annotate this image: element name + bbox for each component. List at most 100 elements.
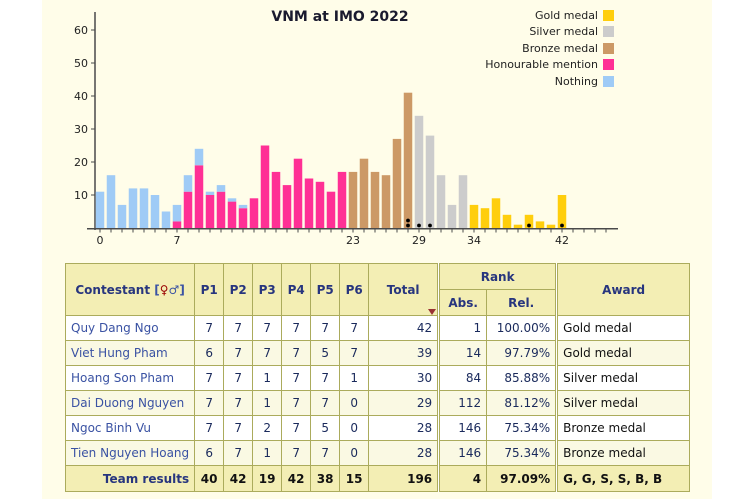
score-p2-cell: 7	[223, 415, 254, 441]
bar-score-5-nothing	[150, 195, 160, 228]
bar-score-10-hm	[205, 195, 215, 228]
award-cell: Silver medal	[555, 365, 691, 391]
bar-score-8-hm	[183, 191, 193, 228]
score-p4-cell: 7	[281, 340, 312, 366]
column-header-contestant[interactable]: Contestant [♀♂]	[64, 263, 196, 316]
legend-label: Bronze medal	[522, 41, 598, 55]
legend-label: Nothing	[554, 74, 598, 88]
gender-filter-close-bracket: ]	[179, 282, 185, 297]
contestant-row: Viet Hung Pham 6 7 7 7 5 7 39 14 97.79% Gold medal	[64, 340, 691, 366]
bar-score-25-bronze	[370, 171, 380, 228]
score-p6-cell: 0	[339, 415, 370, 441]
score-p6-cell: 7	[339, 315, 370, 341]
contestant-link[interactable]: Viet Hung Pham	[71, 346, 168, 360]
column-header-p2[interactable]: P2	[223, 263, 254, 316]
bar-score-26-bronze	[381, 175, 391, 228]
column-header-p4[interactable]: P4	[281, 263, 312, 316]
legend-label: Gold medal	[534, 8, 598, 22]
axis-tick-label: 10	[74, 189, 88, 202]
rank-rel-cell: 75.34%	[486, 440, 558, 466]
axis-tick-label: 40	[74, 90, 88, 103]
column-header-total[interactable]: Total	[368, 263, 440, 316]
score-distribution-chart: 10 20 30 40 50 60 0 7 23 29 34 42 VNM at IMO 2022 G…	[42, 0, 712, 256]
bar-score-15-hm	[260, 145, 270, 228]
axis-tick-label: 29	[412, 234, 426, 247]
bar-score-18-hm	[293, 158, 303, 228]
total-cell: 29	[368, 390, 440, 416]
column-header-rank-rel[interactable]: Rel.	[486, 289, 558, 316]
score-p1-cell: 6	[194, 440, 225, 466]
rank-abs-cell: 146	[437, 415, 488, 441]
axis-tick-label: 30	[74, 123, 88, 136]
bronze-swatch-icon	[603, 42, 614, 54]
bar-score-3-nothing	[128, 188, 138, 228]
contestant-row: Ngoc Binh Vu 7 7 2 7 5 0 28 146 75.34% Bronze meda…	[64, 415, 691, 441]
rank-rel-cell: 100.00%	[486, 315, 558, 341]
score-p1-cell: 7	[194, 390, 225, 416]
score-p3-cell: 1	[252, 390, 283, 416]
silver-swatch-icon	[603, 26, 614, 38]
score-p5-cell: 5	[310, 415, 341, 441]
contestant-name-cell: Dai Duong Nguyen	[64, 390, 196, 416]
bar-score-9-nothing	[194, 148, 204, 166]
chart-legend: Gold medal Silver medal Bronze medal Honour…	[485, 7, 614, 90]
column-header-p1[interactable]: P1	[194, 263, 225, 316]
legend-item-nothing: Nothing	[555, 73, 614, 90]
score-p5-cell: 7	[310, 315, 341, 341]
contestant-link[interactable]: Ngoc Binh Vu	[71, 421, 151, 435]
column-header-p6[interactable]: P6	[339, 263, 370, 316]
contestant-score-dot	[527, 223, 531, 228]
contestant-name-cell: Ngoc Binh Vu	[64, 415, 196, 441]
score-p6-cell: 0	[339, 390, 370, 416]
bar-score-7-nothing	[172, 204, 182, 222]
rank-rel-cell: 81.12%	[486, 390, 558, 416]
bar-score-40-gold	[535, 221, 545, 228]
chart-canvas: 10 20 30 40 50 60 0 7 23 29 34 42	[74, 12, 618, 247]
score-p4-cell: 7	[281, 365, 312, 391]
contestant-row: Dai Duong Nguyen 7 7 1 7 7 0 29 112 81.12% Silver …	[64, 390, 691, 416]
column-header-award[interactable]: Award	[555, 263, 691, 316]
bar-score-30-silver	[425, 135, 435, 228]
bar-score-24-bronze	[359, 158, 369, 228]
chart-title: VNM at IMO 2022	[271, 9, 409, 25]
column-group-rank: Rank	[437, 263, 558, 290]
nothing-swatch-icon	[603, 75, 614, 87]
total-cell: 30	[368, 365, 440, 391]
score-p4-cell: 7	[281, 315, 312, 341]
male-filter-link[interactable]: ♂	[168, 282, 180, 297]
total-cell: 28	[368, 440, 440, 466]
results-table: Contestant [♀♂] P1 P2 P3 P4 P5 P6 Total …	[64, 263, 691, 492]
contestant-link[interactable]: Tien Nguyen Hoang	[71, 446, 190, 460]
bar-score-42-gold	[557, 195, 567, 228]
total-cell: 28	[368, 415, 440, 441]
contestant-link[interactable]: Dai Duong Nguyen	[71, 396, 185, 410]
sort-descending-icon	[428, 309, 437, 315]
total-cell: 39	[368, 340, 440, 366]
gold-swatch-icon	[603, 9, 614, 21]
bar-score-22-hm	[337, 171, 347, 228]
bar-score-7-hm	[172, 221, 182, 228]
rank-abs-cell: 1	[437, 315, 488, 341]
team-p3-cell: 19	[252, 465, 283, 492]
rank-rel-cell: 85.88%	[486, 365, 558, 391]
rank-abs-cell: 84	[437, 365, 488, 391]
bar-score-1-nothing	[106, 175, 116, 228]
bar-score-4-nothing	[139, 188, 149, 228]
column-header-rank-abs[interactable]: Abs.	[437, 289, 488, 316]
rank-rel-cell: 97.79%	[486, 340, 558, 366]
bar-score-8-nothing	[183, 175, 193, 192]
column-header-p3[interactable]: P3	[252, 263, 283, 316]
bar-score-6-nothing	[161, 211, 171, 228]
bar-score-20-hm	[315, 181, 325, 228]
bar-score-33-silver	[458, 175, 468, 228]
column-header-p5[interactable]: P5	[310, 263, 341, 316]
bar-score-21-hm	[326, 191, 336, 228]
score-p5-cell: 7	[310, 440, 341, 466]
contestant-link[interactable]: Quy Dang Ngo	[71, 321, 159, 335]
contestant-link[interactable]: Hoang Son Pham	[71, 371, 175, 385]
score-p3-cell: 1	[252, 365, 283, 391]
score-p4-cell: 7	[281, 390, 312, 416]
female-filter-link[interactable]: ♀	[159, 282, 169, 297]
team-results-label: Team results	[64, 465, 196, 492]
